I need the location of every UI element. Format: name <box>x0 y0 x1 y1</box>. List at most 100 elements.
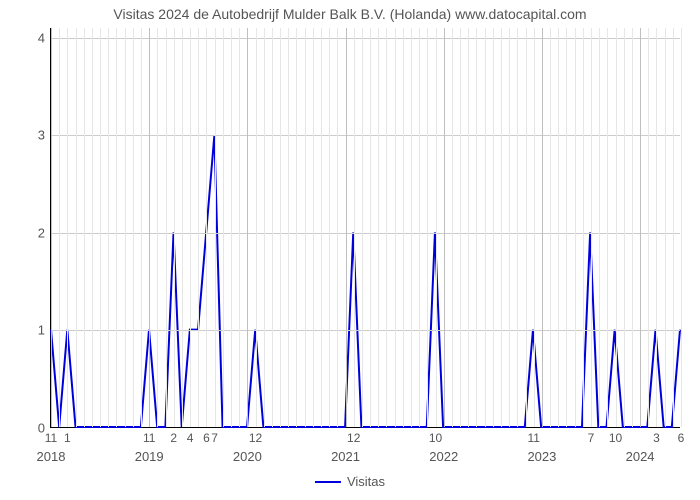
gridline-v <box>239 28 240 427</box>
gridline-h <box>51 135 680 136</box>
gridline-v <box>190 28 191 427</box>
gridline-v <box>92 28 93 427</box>
gridline-v <box>174 28 175 427</box>
gridline-v <box>116 28 117 427</box>
gridline-v <box>485 28 486 427</box>
x-year-label: 2020 <box>233 449 262 464</box>
y-tick-label: 3 <box>38 128 45 143</box>
x-cat-label: 6 <box>203 431 210 445</box>
gridline-v <box>509 28 510 427</box>
x-cat-label: 2 <box>170 431 177 445</box>
gridline-v <box>640 28 641 427</box>
gridline-v <box>616 28 617 427</box>
chart-container: Visitas 2024 de Autobedrijf Mulder Balk … <box>0 0 700 500</box>
line-series <box>51 28 680 427</box>
gridline-v <box>575 28 576 427</box>
gridline-v <box>231 28 232 427</box>
gridline-v <box>624 28 625 427</box>
gridline-h <box>51 233 680 234</box>
gridline-v <box>468 28 469 427</box>
legend-swatch <box>315 481 341 483</box>
gridline-v <box>395 28 396 427</box>
x-cat-label: 11 <box>527 431 539 445</box>
gridline-v <box>460 28 461 427</box>
gridline-v <box>206 28 207 427</box>
gridline-v <box>149 28 150 427</box>
gridline-v <box>534 28 535 427</box>
gridline-v <box>599 28 600 427</box>
gridline-v <box>125 28 126 427</box>
x-year-label: 2019 <box>135 449 164 464</box>
gridline-v <box>288 28 289 427</box>
x-year-label: 2022 <box>429 449 458 464</box>
gridline-v <box>100 28 101 427</box>
gridline-v <box>305 28 306 427</box>
x-year-label: 2021 <box>331 449 360 464</box>
x-year-label: 2018 <box>37 449 66 464</box>
gridline-v <box>427 28 428 427</box>
gridline-v <box>354 28 355 427</box>
legend: Visitas <box>315 474 385 489</box>
gridline-v <box>329 28 330 427</box>
gridline-v <box>280 28 281 427</box>
gridline-v <box>108 28 109 427</box>
gridline-v <box>67 28 68 427</box>
x-cat-label: 6 <box>678 431 685 445</box>
gridline-v <box>133 28 134 427</box>
x-cat-label: 12 <box>249 431 262 445</box>
x-cat-label: 10 <box>609 431 622 445</box>
gridline-v <box>157 28 158 427</box>
gridline-v <box>198 28 199 427</box>
y-tick-label: 4 <box>38 30 45 45</box>
gridline-v <box>607 28 608 427</box>
plot-area: 0123411111246712121011710362018201920202… <box>50 28 680 428</box>
gridline-v <box>272 28 273 427</box>
gridline-v <box>452 28 453 427</box>
x-cat-label: 12 <box>347 431 360 445</box>
x-cat-label: 3 <box>653 431 660 445</box>
gridline-v <box>346 28 347 427</box>
gridline-v <box>182 28 183 427</box>
gridline-v <box>665 28 666 427</box>
series-line <box>51 135 680 427</box>
gridline-v <box>141 28 142 427</box>
x-cat-label: 10 <box>429 431 442 445</box>
gridline-v <box>517 28 518 427</box>
x-year-label: 2023 <box>527 449 556 464</box>
gridline-v <box>656 28 657 427</box>
gridline-v <box>313 28 314 427</box>
gridline-v <box>166 28 167 427</box>
gridline-v <box>476 28 477 427</box>
y-tick-label: 1 <box>38 323 45 338</box>
gridline-v <box>411 28 412 427</box>
gridline-v <box>370 28 371 427</box>
gridline-v <box>264 28 265 427</box>
gridline-v <box>591 28 592 427</box>
gridline-v <box>681 28 682 427</box>
gridline-h <box>51 330 680 331</box>
gridline-v <box>583 28 584 427</box>
gridline-v <box>648 28 649 427</box>
x-cat-label: 7 <box>211 431 218 445</box>
gridline-v <box>444 28 445 427</box>
x-cat-label: 7 <box>588 431 595 445</box>
gridline-v <box>526 28 527 427</box>
gridline-v <box>321 28 322 427</box>
gridline-v <box>84 28 85 427</box>
gridline-v <box>215 28 216 427</box>
gridline-v <box>51 28 52 427</box>
gridline-v <box>362 28 363 427</box>
gridline-v <box>419 28 420 427</box>
x-cat-label: 11 <box>143 431 155 445</box>
gridline-v <box>632 28 633 427</box>
gridline-h <box>51 38 680 39</box>
gridline-v <box>566 28 567 427</box>
gridline-v <box>403 28 404 427</box>
gridline-v <box>247 28 248 427</box>
gridline-v <box>558 28 559 427</box>
gridline-v <box>256 28 257 427</box>
gridline-v <box>76 28 77 427</box>
x-cat-label: 4 <box>187 431 194 445</box>
x-cat-label: 11 <box>45 431 57 445</box>
gridline-v <box>436 28 437 427</box>
